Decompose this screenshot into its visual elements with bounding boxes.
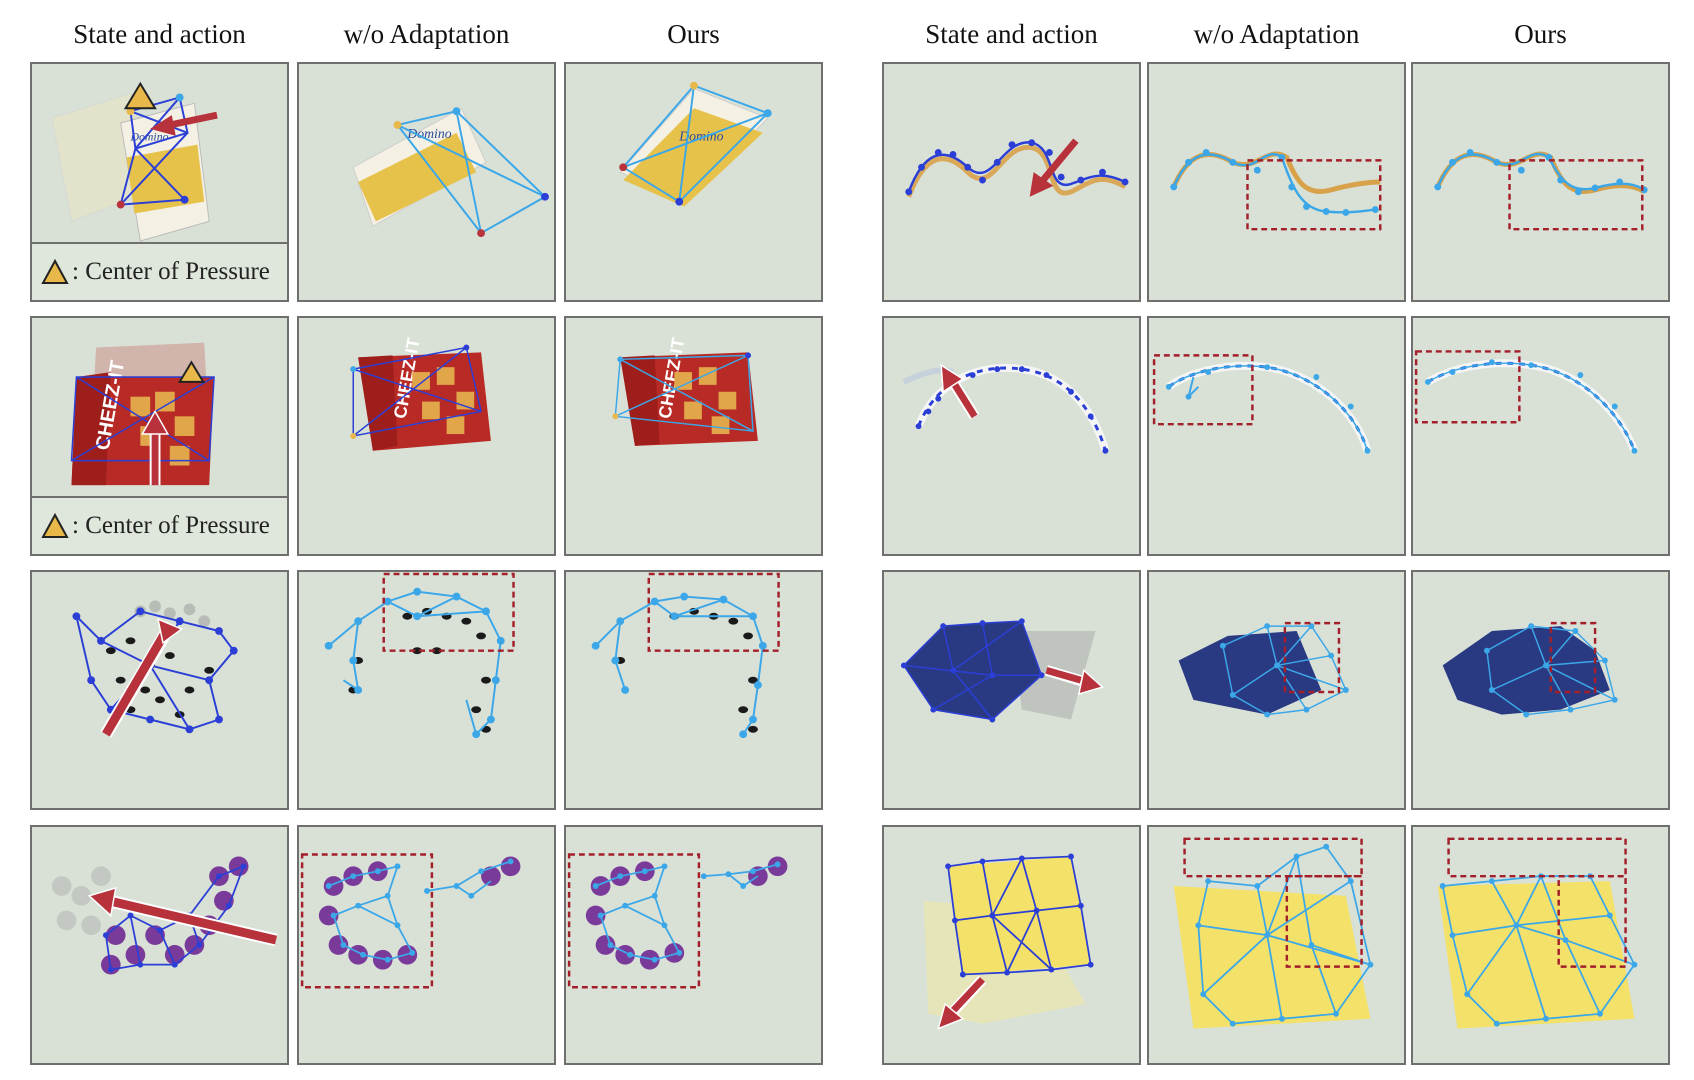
triangle-icon [41,258,69,284]
col-header-right-ours: Ours [1514,19,1567,49]
panel-cracker-box-wo-adaptation: CHEEZ-IT [297,316,556,556]
col-header-left-wo-adaptation: w/o Adaptation [343,19,510,49]
panel-coffee-beans-wo-adaptation [297,570,556,810]
col-header-right-wo-adaptation: w/o Adaptation [1193,19,1360,49]
panel-paper-state [882,825,1141,1065]
panel-paper-ours [1411,825,1670,1065]
panel-sugar-box-wo-adaptation: Domino [297,62,556,302]
panel-candies-state [30,825,289,1065]
legend-center-of-pressure: : Center of Pressure [32,496,287,554]
panel-cloth-wo-adaptation [1147,570,1406,810]
panel-cloth-ours [1411,570,1670,810]
panel-sugar-box-state: Domino : Center of Pressure [30,62,289,302]
panel-cracker-box-ours: CHEEZ-IT [564,316,823,556]
panel-rope-state [882,62,1141,302]
panel-candies-ours [564,825,823,1065]
legend-center-of-pressure: : Center of Pressure [32,242,287,300]
panel-rope-ours [1411,62,1670,302]
panel-paper-wo-adaptation [1147,825,1406,1065]
svg-text:Domino: Domino [406,126,451,141]
panel-striped-rope-state [882,316,1141,556]
panel-rope-wo-adaptation [1147,62,1406,302]
col-header-left-ours: Ours [667,19,720,49]
col-header-right-state: State and action [925,19,1098,49]
svg-text:Domino: Domino [129,130,168,144]
panel-striped-rope-ours [1411,316,1670,556]
panel-striped-rope-wo-adaptation [1147,316,1406,556]
legend-label: : Center of Pressure [72,512,270,539]
panel-cloth-state [882,570,1141,810]
panel-coffee-beans-state [30,570,289,810]
panel-sugar-box-ours: Domino [564,62,823,302]
legend-label: : Center of Pressure [72,258,270,285]
triangle-icon [41,512,69,538]
panel-coffee-beans-ours [564,570,823,810]
svg-text:Domino: Domino [678,129,723,144]
panel-candies-wo-adaptation [297,825,556,1065]
panel-cracker-box-state: CHEEZ-IT : Center of Pressure [30,316,289,556]
col-header-left-state: State and action [73,19,246,49]
